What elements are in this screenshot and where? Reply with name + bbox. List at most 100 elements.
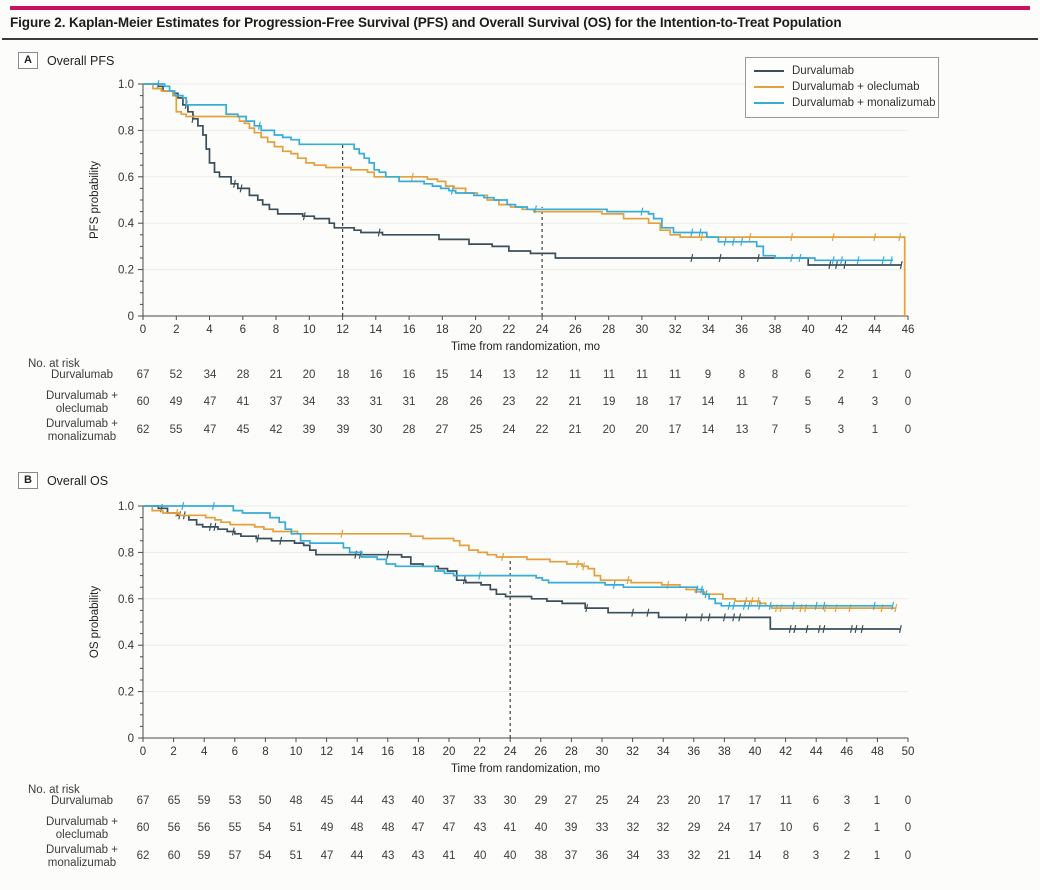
risk-count: 33: [656, 850, 670, 862]
panel-overall-pfs: A Overall PFS 0 0.2 0.4 0.6 0.8 1.0 0 2 4 6 8 10 12 1…: [0, 48, 1040, 468]
x-tick-label: 12: [336, 324, 349, 336]
censor-tick-durvalumab-oleclumab: [501, 552, 505, 562]
x-tick-label: 4: [201, 746, 208, 758]
risk-count: 4: [837, 396, 845, 408]
censor-tick-durvalumab: [231, 527, 235, 536]
censor-tick-durvalumab-monalizumab: [891, 601, 895, 610]
censor-tick-durvalumab: [788, 624, 792, 634]
risk-count: 47: [203, 396, 217, 408]
censor-tick-durvalumab-monalizumab: [790, 253, 794, 263]
risk-count: 26: [469, 396, 483, 408]
legend-line-swatch: [754, 86, 784, 88]
risk-count: 65: [167, 795, 181, 807]
risk-count: 48: [350, 822, 364, 834]
risk-count: 19: [602, 396, 616, 408]
censor-tick-durvalumab-oleclumab: [756, 597, 760, 606]
x-tick-label: 24: [504, 746, 517, 758]
censor-tick-durvalumab-oleclumab: [700, 233, 704, 242]
x-tick-label: 18: [412, 746, 425, 758]
censor-tick-durvalumab-monalizumab: [534, 205, 537, 214]
risk-count: 3: [843, 795, 851, 807]
x-tick-label: 30: [596, 746, 609, 758]
risk-count: 41: [236, 396, 250, 408]
risk-count: 18: [635, 396, 649, 408]
censor-tick-durvalumab: [233, 179, 236, 188]
censor-tick-durvalumab: [854, 624, 858, 634]
risk-count: 11: [736, 396, 748, 408]
risk-count: 49: [169, 396, 183, 408]
censor-tick-durvalumab-monalizumab: [700, 585, 703, 594]
risk-count: 3: [812, 850, 820, 862]
risk-count: 51: [289, 822, 303, 834]
risk-count: 16: [402, 369, 416, 381]
panel-a-title: Overall PFS: [46, 53, 115, 68]
risk-count: 13: [502, 369, 516, 381]
censor-tick-durvalumab-monalizumab: [698, 228, 702, 237]
risk-count: 45: [320, 795, 334, 807]
risk-count: 13: [735, 424, 749, 436]
km-plot-os: 00.20.40.60.81.00 2 4 6 8 10 12 14 16 18 20 22 24 26 2…: [89, 501, 914, 775]
risk-count: 2: [843, 850, 851, 862]
risk-count: 45: [236, 424, 250, 436]
censor-tick-durvalumab-monalizumab: [727, 601, 731, 610]
censor-tick-durvalumab: [462, 576, 466, 585]
x-tick-label: 36: [735, 324, 748, 336]
x-tick-label: 26: [534, 746, 547, 758]
censor-tick-durvalumab: [805, 624, 809, 634]
panel-b-header: B Overall OS: [18, 472, 108, 489]
censor-tick-durvalumab-monalizumab: [758, 601, 762, 610]
censor-tick-durvalumab-monalizumab: [478, 571, 482, 580]
risk-count: 11: [569, 369, 581, 381]
risk-count: 48: [381, 822, 395, 834]
risk-count: 47: [411, 822, 425, 834]
x-tick-label: 44: [868, 324, 881, 336]
y-tick-label: 0.4: [118, 640, 135, 652]
title-divider: [2, 38, 1038, 40]
x-tick-label: 14: [369, 324, 382, 336]
risk-count: 30: [503, 795, 517, 807]
risk-count: 40: [473, 850, 487, 862]
legend-item: Durvalumab + monalizumab: [754, 95, 936, 111]
x-tick-label: 22: [473, 746, 486, 758]
risk-count: 5: [804, 424, 812, 436]
risk-count: 14: [701, 424, 715, 436]
risk-count: 0: [904, 795, 912, 807]
censor-tick-durvalumab: [828, 260, 832, 270]
censor-tick-durvalumab-monalizumab: [450, 186, 454, 195]
risk-count: 27: [435, 424, 449, 436]
series-curve-durvalumab: [143, 83, 902, 266]
risk-count: 22: [535, 424, 549, 436]
censor-tick-durvalumab-oleclumab: [175, 508, 179, 518]
x-tick-label: 30: [636, 324, 649, 336]
risk-count: 21: [568, 424, 582, 436]
censor-tick-durvalumab: [690, 253, 694, 263]
risk-count: 56: [197, 822, 211, 834]
censor-tick-durvalumab: [849, 624, 853, 634]
censor-tick-durvalumab-monalizumab: [768, 601, 772, 610]
risk-count: 60: [167, 850, 181, 862]
risk-count: 43: [381, 795, 395, 807]
y-tick-label: 1.0: [118, 79, 134, 91]
panel-a-header: A Overall PFS: [18, 52, 114, 69]
risk-count: 50: [258, 795, 272, 807]
legend-line-swatch: [754, 70, 784, 72]
censor-tick-durvalumab-monalizumab: [732, 601, 736, 610]
y-tick-label: 0: [128, 733, 134, 745]
censor-tick-durvalumab-monalizumab: [695, 585, 699, 594]
risk-count: 47: [442, 822, 456, 834]
risk-count: 12: [535, 369, 549, 381]
risk-row-name: Durvalumab + oleclumab: [46, 390, 118, 415]
risk-count: 5: [804, 396, 812, 408]
x-tick-label: 6: [240, 324, 246, 336]
risk-count: 17: [748, 822, 762, 834]
risk-count: 11: [780, 795, 792, 807]
risk-count: 33: [595, 822, 609, 834]
risk-count: 42: [269, 424, 283, 436]
censor-tick-durvalumab: [898, 624, 902, 634]
censor-tick-durvalumab-oleclumab: [576, 559, 579, 569]
risk-row-name: Durvalumab: [51, 795, 113, 807]
risk-count: 49: [320, 822, 334, 834]
censor-tick-durvalumab-monalizumab: [640, 207, 644, 216]
risk-count: 36: [595, 850, 609, 862]
